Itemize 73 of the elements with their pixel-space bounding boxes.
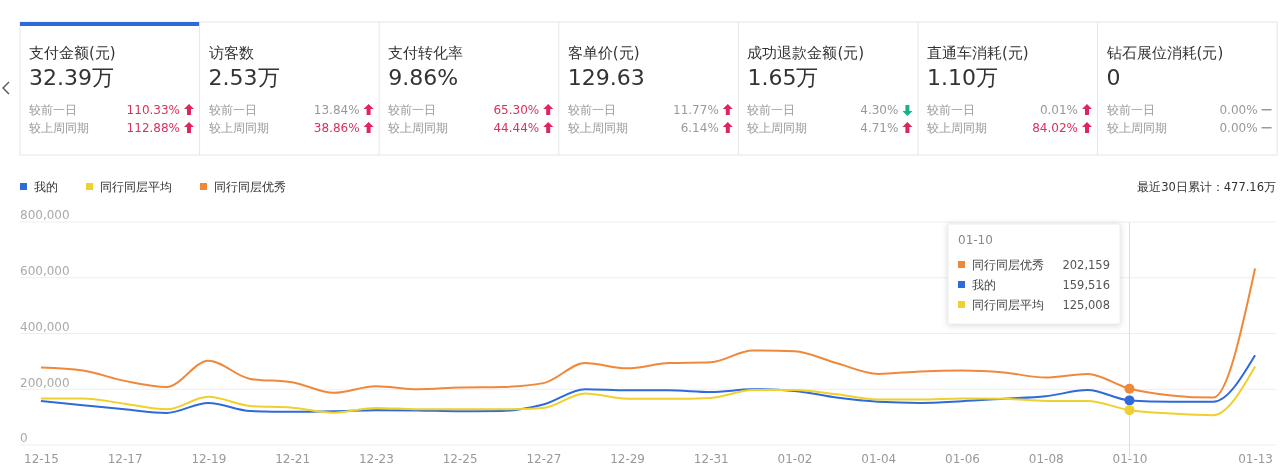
text: 32.39万	[29, 65, 114, 90]
x-tick-label: 01-06	[945, 451, 980, 466]
text: 较前一日	[927, 103, 975, 117]
text: 最近30日累计：477.16万	[1137, 180, 1276, 194]
annotation: 我的	[972, 278, 996, 292]
text: 44.44%	[493, 121, 540, 135]
text: 1.65万	[747, 65, 819, 90]
text: 0.00%	[1219, 103, 1258, 117]
category-label: 支付金额(元)	[29, 44, 116, 62]
annotation: 同行同层优秀	[972, 258, 1044, 272]
legend-label: 同行同层平均	[100, 180, 172, 194]
text: 较上周同期	[927, 121, 987, 135]
y-tick-label: 600,000	[20, 264, 70, 279]
annotation: 同行同层平均	[972, 298, 1044, 312]
x-tick-label: 12-27	[526, 451, 562, 466]
text: 0.01%	[1039, 103, 1078, 117]
text: 较前一日	[1106, 103, 1155, 117]
x-tick-label: 12-15	[24, 451, 59, 466]
text: 9.86%	[388, 65, 459, 90]
text: 较前一日	[567, 103, 616, 117]
x-tick-label: 12-31	[693, 451, 729, 466]
text: 4.30%	[860, 103, 899, 117]
x-tick-label: 01-08	[1028, 451, 1064, 466]
text: 13.84%	[313, 103, 360, 117]
text: 112.88%	[126, 121, 180, 135]
text: 较前一日	[747, 103, 796, 117]
category-label: 客单价(元)	[567, 44, 640, 62]
text: 较上周同期	[29, 121, 89, 135]
text: 6.14%	[680, 121, 719, 135]
x-tick-label: 12-21	[275, 451, 311, 466]
x-tick-label: 01-02	[777, 451, 813, 466]
y-tick-label: 200,000	[20, 375, 70, 390]
annotation: 01-10	[958, 233, 993, 247]
x-tick-label: 01-13	[1238, 451, 1273, 466]
x-tick-label: 12-19	[191, 451, 227, 466]
text: 0	[1106, 65, 1121, 90]
text: 较上周同期	[388, 121, 449, 135]
y-tick-label: 800,000	[20, 208, 70, 223]
text: 较上周同期	[1106, 121, 1167, 135]
text: 较上周同期	[747, 121, 808, 135]
legend-label: 同行同层优秀	[214, 180, 286, 194]
text: 较上周同期	[208, 121, 269, 135]
x-tick-label: 12-25	[442, 451, 478, 466]
y-tick-label: 0	[20, 431, 28, 446]
legend-label: 我的	[34, 180, 58, 194]
annotation: 159,516	[1062, 278, 1110, 292]
x-tick-label: 01-10	[1112, 451, 1148, 466]
category-label: 成功退款金额(元)	[747, 44, 865, 62]
text: 38.86%	[313, 121, 360, 135]
text: 较前一日	[388, 103, 437, 117]
category-label: 钻石展位消耗(元)	[1105, 44, 1224, 62]
annotation: 125,008	[1062, 298, 1110, 312]
text: 较前一日	[208, 103, 257, 117]
x-tick-label: 01-04	[861, 451, 897, 466]
annotation: 202,159	[1062, 258, 1110, 272]
text: 11.77%	[673, 103, 719, 117]
text: 84.02%	[1032, 121, 1078, 135]
text: 较前一日	[29, 103, 77, 117]
x-tick-label: 12-17	[107, 451, 143, 466]
text: 4.71%	[860, 121, 899, 135]
text: 较上周同期	[567, 121, 628, 135]
text: 110.33%	[126, 103, 180, 117]
x-tick-label: 12-29	[610, 451, 645, 466]
text: 65.30%	[493, 103, 540, 117]
text: 0.00%	[1219, 121, 1258, 135]
category-label: 访客数	[208, 44, 254, 62]
category-label: 直通车消耗(元)	[927, 44, 1029, 62]
y-tick-label: 400,000	[20, 319, 70, 334]
text: 2.53万	[208, 65, 280, 90]
category-label: 支付转化率	[388, 44, 464, 62]
text: 1.10万	[927, 65, 998, 90]
x-tick-label: 12-23	[358, 451, 394, 466]
text: 129.63	[567, 65, 645, 90]
